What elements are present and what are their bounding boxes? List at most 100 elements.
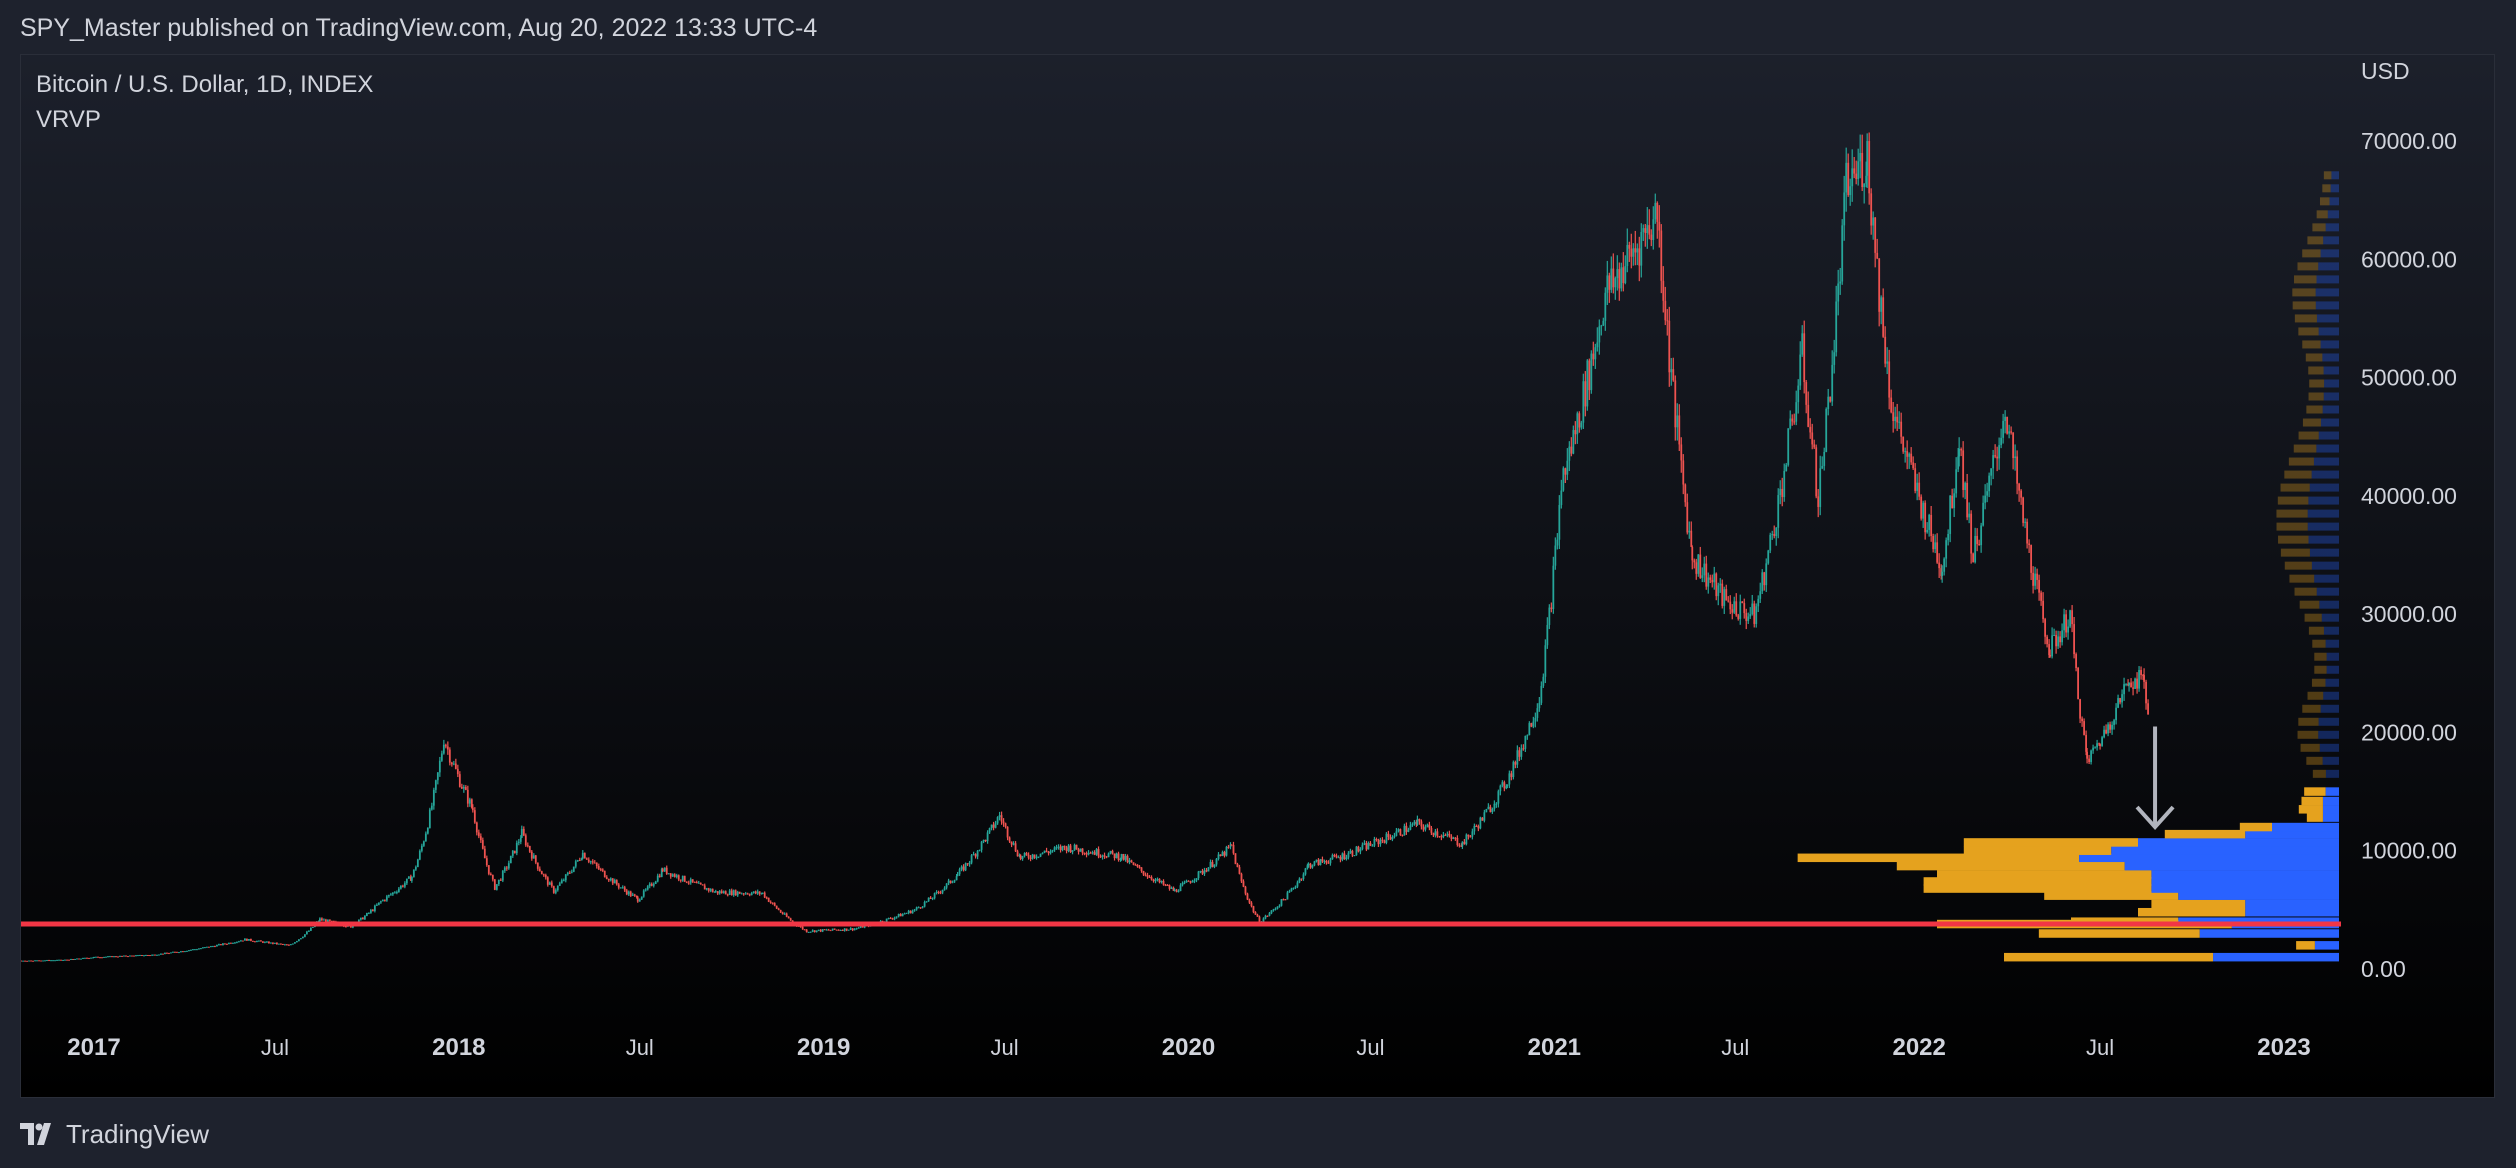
volume-profile-up-bar xyxy=(2079,853,2339,863)
candle-down-body xyxy=(1111,850,1114,854)
candle-up-body xyxy=(1757,598,1760,607)
candle-down-body xyxy=(40,960,42,962)
candle-down-body xyxy=(1150,877,1153,880)
footer-brand: TradingView xyxy=(66,1118,210,1149)
candle-down-body xyxy=(1978,544,1981,546)
candle-up-body xyxy=(1576,413,1579,435)
candle-up-body xyxy=(2113,720,2115,725)
candle-down-body xyxy=(754,891,757,894)
candle-down-body xyxy=(1803,333,1806,383)
candle-down-body xyxy=(1006,826,1009,838)
candle-down-body xyxy=(1248,899,1251,903)
candle-down-body xyxy=(625,890,628,895)
candle-up-body xyxy=(1128,860,1131,863)
candle-up-body xyxy=(1560,490,1563,505)
volume-profile-ghost-bar xyxy=(2315,301,2339,310)
candle-down-body xyxy=(1045,850,1048,852)
candle-up-body xyxy=(1723,589,1726,606)
candle-up-body xyxy=(1787,428,1790,465)
candle-down-body xyxy=(99,957,101,959)
candle-down-body xyxy=(909,910,912,914)
candle-up-body xyxy=(1968,513,1971,518)
candle-up-body xyxy=(304,934,306,937)
candle-down-body xyxy=(1813,444,1816,448)
candle-up-body xyxy=(1280,899,1283,906)
candle-down-body xyxy=(1047,851,1050,854)
candle-down-body xyxy=(1584,381,1587,407)
candle-up-body xyxy=(1857,161,1860,180)
candle-up-body xyxy=(503,867,506,871)
candle-up-body xyxy=(135,955,137,957)
volume-profile-ghost-bar xyxy=(2319,600,2339,609)
candle-down-body xyxy=(1189,881,1192,883)
candle-down-body xyxy=(773,903,776,906)
candle-up-body xyxy=(839,930,842,932)
candle-up-body xyxy=(1546,624,1549,646)
price-series xyxy=(21,132,2149,962)
price-tick-label: 10000.00 xyxy=(2361,838,2457,864)
candle-down-body xyxy=(127,956,129,958)
candle-up-body xyxy=(158,954,160,956)
candle-down-body xyxy=(1793,421,1796,423)
candle-up-body xyxy=(58,959,60,961)
candle-up-body xyxy=(107,956,109,958)
candle-down-body xyxy=(691,879,694,882)
candle-down-body xyxy=(536,862,539,869)
candle-down-body xyxy=(777,908,780,911)
indicator-label[interactable]: VRVP xyxy=(36,106,101,133)
candle-up-body xyxy=(1701,575,1704,578)
candle-up-body xyxy=(1624,266,1627,283)
chart-svg[interactable]: USD 0.00 10000.00 20000.00 30000.00 40000.00 5… xyxy=(21,55,2495,1098)
candle-down-body xyxy=(1219,854,1222,856)
candle-up-body xyxy=(564,874,567,881)
candle-down-body xyxy=(1335,855,1338,858)
candle-down-body xyxy=(730,890,733,896)
candle-up-body xyxy=(1041,852,1044,854)
candle-up-body xyxy=(2103,729,2105,738)
candle-up-body xyxy=(1296,882,1299,887)
volume-profile-ghost-bar xyxy=(2320,249,2339,258)
candle-down-body xyxy=(1428,824,1431,828)
candle-up-body xyxy=(317,920,320,922)
candle-up-body xyxy=(1926,529,1929,533)
volume-profile-ghost-bar xyxy=(2329,197,2339,206)
volume-profile-ghost-bar xyxy=(2319,197,2330,206)
candle-up-body xyxy=(1859,152,1862,162)
chart-pane[interactable]: USD 0.00 10000.00 20000.00 30000.00 40000.00 5… xyxy=(20,54,2495,1098)
candle-down-body xyxy=(1075,844,1078,850)
candle-down-body xyxy=(601,869,604,871)
candle-up-body xyxy=(1119,858,1122,861)
candle-down-body xyxy=(1477,826,1480,829)
candle-up-body xyxy=(238,941,240,943)
price-axis[interactable]: USD 0.00 10000.00 20000.00 30000.00 40000.00 5… xyxy=(2361,58,2457,982)
time-axis[interactable]: 2017 Jul 2018 Jul 2019 Jul 2020 Jul 2021 Jul 2022 J… xyxy=(67,1034,2310,1061)
candle-up-body xyxy=(306,931,308,935)
volume-profile-down-bar xyxy=(2044,891,2179,900)
candle-down-body xyxy=(1882,297,1885,337)
candle-up-body xyxy=(1367,842,1370,850)
candle-up-body xyxy=(947,880,950,884)
candle-up-body xyxy=(958,869,961,875)
candle-up-body xyxy=(976,850,979,857)
candle-up-body xyxy=(972,854,975,856)
volume-profile-ghost-bar xyxy=(2307,522,2339,531)
candle-up-body xyxy=(1095,849,1098,855)
price-tick-label: 30000.00 xyxy=(2361,601,2457,627)
candle-down-body xyxy=(2055,635,2058,647)
candle-up-body xyxy=(576,860,579,862)
candle-up-body xyxy=(1379,839,1382,845)
candle-up-body xyxy=(264,941,266,943)
candle-up-body xyxy=(1355,846,1358,856)
candle-down-body xyxy=(758,891,761,894)
volume-profile-up-bar xyxy=(2245,829,2339,839)
candle-down-body xyxy=(591,861,594,863)
candle-up-body xyxy=(652,883,655,886)
candle-up-body xyxy=(137,955,139,957)
candle-up-body xyxy=(1221,852,1224,856)
candle-up-body xyxy=(1473,825,1476,832)
candle-down-body xyxy=(1721,583,1724,606)
candle-up-body xyxy=(1347,853,1350,858)
candle-up-body xyxy=(897,913,900,917)
candle-down-body xyxy=(673,874,676,877)
candle-down-body xyxy=(703,885,706,890)
